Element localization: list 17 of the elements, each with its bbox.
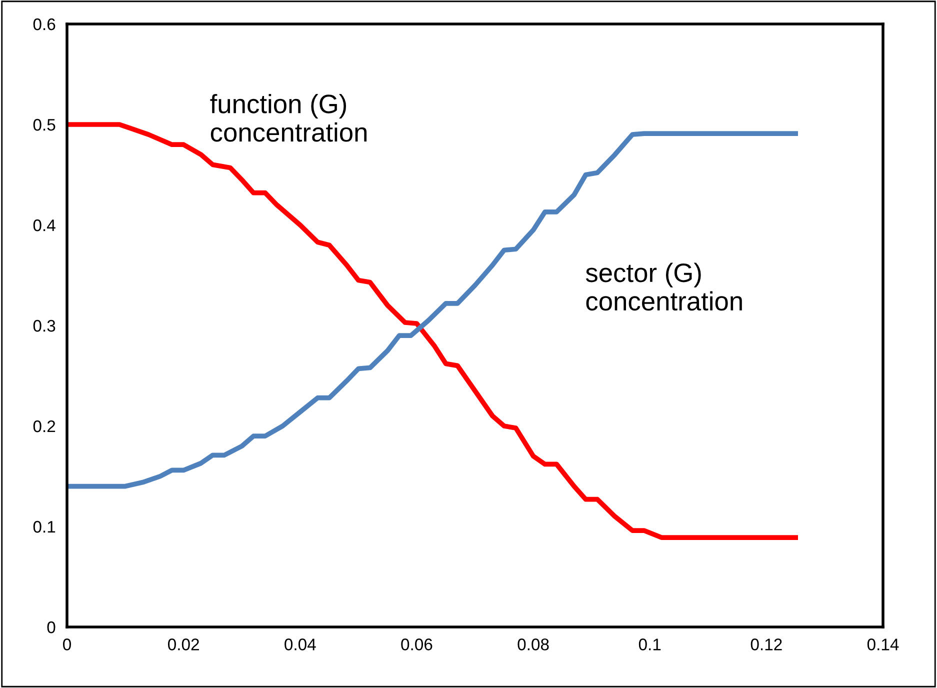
y-tick-label: 0.6 [33, 18, 56, 30]
y-tick-label: 0.3 [33, 320, 56, 332]
x-tick-label: 0 [63, 638, 71, 650]
y-tick-label: 0.1 [33, 520, 56, 533]
x-tick-label: 0.04 [284, 638, 316, 650]
y-tick-label: 0.4 [33, 219, 56, 232]
series-label: function (G) concentration [210, 94, 367, 142]
x-tick-label: 0.08 [518, 638, 549, 650]
x-tick-label: 0.12 [750, 638, 782, 650]
x-tick-label: 0.14 [867, 638, 899, 650]
x-tick-label: 0.02 [168, 638, 199, 650]
y-tick-label: 0.5 [33, 118, 56, 131]
x-tick-label: 0.1 [638, 638, 661, 650]
y-tick-label: 0.2 [33, 420, 56, 432]
text: sector (G) concentration [586, 262, 742, 311]
y-tick-label: 0 [47, 621, 56, 634]
x-tick-label: 0.06 [401, 638, 432, 650]
